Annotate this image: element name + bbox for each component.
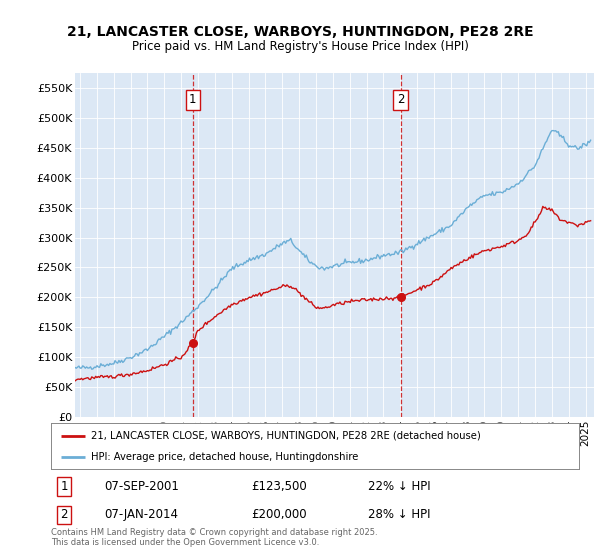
- Text: Price paid vs. HM Land Registry's House Price Index (HPI): Price paid vs. HM Land Registry's House …: [131, 40, 469, 53]
- Text: 2: 2: [61, 508, 68, 521]
- Text: 1: 1: [189, 94, 196, 106]
- Text: £200,000: £200,000: [251, 508, 307, 521]
- Text: 07-JAN-2014: 07-JAN-2014: [104, 508, 178, 521]
- Text: 21, LANCASTER CLOSE, WARBOYS, HUNTINGDON, PE28 2RE: 21, LANCASTER CLOSE, WARBOYS, HUNTINGDON…: [67, 25, 533, 39]
- Text: 21, LANCASTER CLOSE, WARBOYS, HUNTINGDON, PE28 2RE (detached house): 21, LANCASTER CLOSE, WARBOYS, HUNTINGDON…: [91, 431, 481, 441]
- Text: 28% ↓ HPI: 28% ↓ HPI: [368, 508, 430, 521]
- Text: £123,500: £123,500: [251, 480, 307, 493]
- Text: 2: 2: [397, 94, 404, 106]
- Text: HPI: Average price, detached house, Huntingdonshire: HPI: Average price, detached house, Hunt…: [91, 452, 358, 462]
- Text: Contains HM Land Registry data © Crown copyright and database right 2025.
This d: Contains HM Land Registry data © Crown c…: [51, 528, 377, 547]
- Text: 07-SEP-2001: 07-SEP-2001: [104, 480, 179, 493]
- Text: 1: 1: [61, 480, 68, 493]
- Text: 22% ↓ HPI: 22% ↓ HPI: [368, 480, 430, 493]
